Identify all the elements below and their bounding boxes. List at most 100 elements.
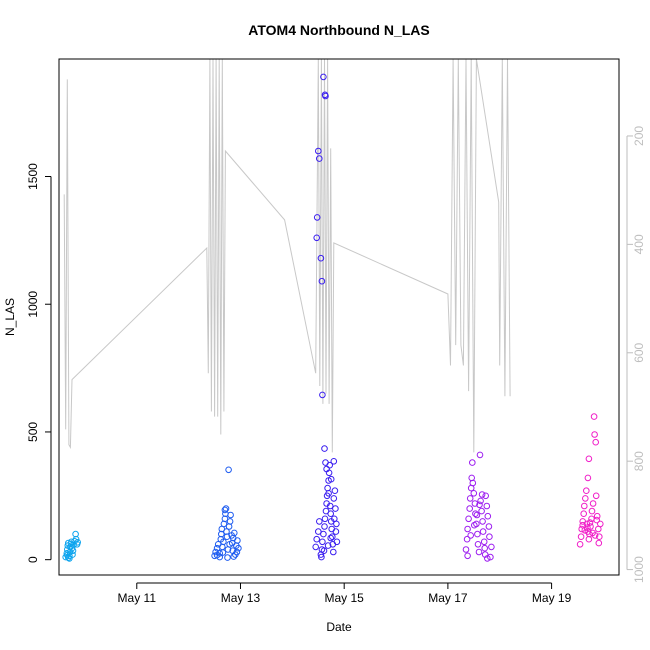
data-point (474, 530, 481, 538)
x-axis-label: Date (326, 620, 352, 634)
data-point (332, 505, 339, 512)
data-point (317, 254, 325, 262)
data-point (576, 541, 584, 548)
data-point (318, 553, 325, 561)
data-point (66, 555, 73, 562)
data-point (486, 533, 493, 541)
data-point (223, 533, 231, 541)
x-tick-label: May 11 (118, 591, 157, 605)
data-point (586, 519, 594, 526)
data-point (590, 413, 598, 420)
data-point (593, 516, 601, 524)
x-tick-label: May 17 (428, 591, 468, 605)
data-point (327, 534, 335, 542)
data-point (469, 479, 477, 487)
data-point (588, 507, 596, 515)
data-point (478, 491, 486, 498)
secondary-y-tick-label: 400 (632, 234, 646, 254)
data-point (320, 73, 327, 81)
data-point (221, 506, 229, 514)
data-point (471, 500, 479, 507)
data-point (329, 533, 336, 541)
data-point (585, 455, 593, 463)
data-point (212, 548, 219, 556)
data-point (332, 528, 340, 535)
data-point (487, 553, 494, 561)
data-point (330, 548, 337, 556)
data-point (477, 497, 484, 505)
y-tick-label: 1000 (26, 291, 40, 318)
data-point (227, 511, 234, 519)
data-point (224, 554, 231, 561)
data-point (488, 543, 495, 551)
data-point (319, 538, 326, 546)
data-point (226, 541, 233, 548)
data-point (316, 155, 323, 162)
data-point (226, 518, 234, 525)
data-point (474, 541, 482, 548)
data-point (323, 465, 330, 473)
data-point (589, 500, 597, 507)
data-point (587, 523, 594, 530)
data-point (233, 548, 241, 556)
data-point (321, 445, 328, 452)
data-point (584, 524, 591, 532)
y-axis: 0 500 1000 1500 (26, 163, 52, 563)
data-point (479, 528, 487, 535)
data-point (481, 551, 489, 558)
data-point (315, 147, 322, 155)
data-point (472, 510, 479, 518)
data-point (591, 431, 598, 438)
data-point (331, 487, 339, 495)
data-point (318, 277, 326, 285)
data-point (592, 492, 600, 500)
data-point (580, 510, 588, 518)
data-point (330, 495, 338, 502)
data-point (479, 518, 486, 525)
secondary-y-tick-label: 600 (632, 342, 646, 362)
points-layer (62, 73, 604, 562)
data-point (315, 528, 322, 535)
data-point (327, 475, 335, 483)
data-point (234, 537, 241, 544)
data-point (313, 535, 321, 543)
series-line-layer (63, 59, 511, 453)
data-point (595, 539, 603, 547)
data-point (319, 391, 326, 399)
data-point (326, 502, 334, 510)
data-point (577, 533, 585, 541)
secondary-y-tick-label: 800 (632, 451, 646, 471)
data-point (466, 505, 474, 512)
data-point (313, 234, 321, 242)
data-point (219, 549, 227, 556)
data-point (480, 538, 488, 546)
data-point (482, 492, 490, 500)
y-tick-label: 1500 (26, 163, 40, 190)
data-point (473, 511, 481, 519)
x-tick-label: May 19 (532, 591, 572, 605)
data-point (592, 438, 600, 446)
data-point (581, 502, 588, 510)
data-point (321, 523, 328, 530)
data-point (484, 555, 491, 562)
data-point (463, 535, 471, 543)
data-point (469, 459, 476, 466)
data-point (481, 544, 489, 552)
secondary-y-tick-label: 200 (632, 126, 646, 146)
data-point (593, 512, 601, 520)
y-axis-label: N_LAS (3, 298, 17, 336)
data-point (313, 214, 321, 221)
data-point (62, 553, 69, 561)
data-point (331, 515, 338, 523)
data-point (64, 551, 71, 559)
secondary-y-tick-label: 1000 (632, 556, 646, 583)
data-point (483, 502, 491, 510)
data-point (225, 466, 232, 474)
data-point (324, 484, 331, 492)
data-point (320, 547, 328, 555)
data-point (235, 544, 242, 552)
data-point (597, 520, 604, 528)
data-point (464, 552, 471, 560)
data-point (476, 451, 484, 459)
